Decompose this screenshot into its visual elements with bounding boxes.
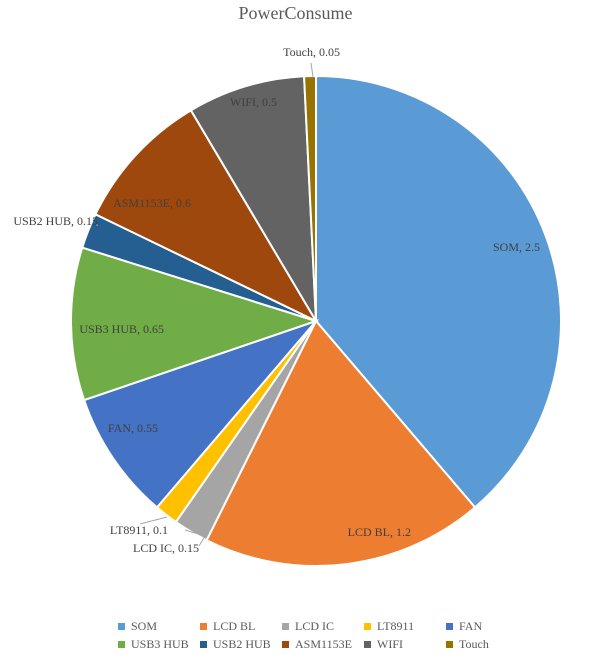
data-label-asm1153e: ASM1153E, 0.6: [113, 196, 191, 210]
data-label-lt8911: LT8911, 0.1: [110, 523, 168, 537]
legend-swatch: [118, 622, 125, 630]
legend-swatch: [282, 640, 289, 648]
legend-item-asm1153e: ASM1153E: [282, 636, 364, 652]
legend-swatch: [282, 622, 289, 630]
legend-item-lt8911: LT8911: [364, 618, 446, 634]
chart-legend: SOM LCD BL LCD IC LT8911 FAN USB3 HUB USB2 HUB…: [118, 618, 538, 652]
data-label-usb2-hub: USB2 HUB, 0.15: [13, 214, 98, 228]
legend-item-touch: Touch: [446, 636, 528, 652]
legend-label: LCD BL: [213, 618, 256, 633]
legend-label: Touch: [459, 636, 489, 651]
legend-swatch: [446, 640, 453, 648]
pie-slice-som: [315, 74, 562, 509]
data-label-usb3-hub: USB3 HUB, 0.65: [79, 322, 164, 336]
pie-slice-asm1153e: [94, 108, 319, 324]
legend-label: SOM: [131, 618, 158, 633]
legend-label: ASM1153E: [295, 636, 352, 651]
legend-swatch: [364, 640, 371, 648]
legend-label: FAN: [459, 618, 483, 633]
legend-label: WIFI: [377, 636, 403, 651]
legend-item-usb3-hub: USB3 HUB: [118, 636, 200, 652]
data-label-som: SOM, 2.5: [493, 240, 540, 254]
legend-item-lcd-ic: LCD IC: [282, 618, 364, 634]
legend-swatch: [200, 622, 207, 630]
pie-slice-wifi: [189, 75, 317, 322]
legend-label: LCD IC: [295, 618, 334, 633]
legend-label: USB3 HUB: [131, 636, 189, 651]
legend-item-lcd-bl: LCD BL: [200, 618, 282, 634]
legend-swatch: [118, 640, 125, 648]
chart-title: PowerConsume: [238, 3, 353, 23]
data-label-touch: Touch, 0.05: [283, 45, 340, 59]
leader-line-touch: [310, 62, 314, 78]
pie-slice-touch: [303, 74, 317, 322]
leader-line-lt8911: [139, 516, 168, 525]
legend-item-usb2-hub: USB2 HUB: [200, 636, 282, 652]
pie-slice-usb3-hub: [70, 246, 320, 402]
data-label-wifi: WIFI, 0.5: [230, 95, 277, 109]
legend-item-fan: FAN: [446, 618, 528, 634]
legend-item-som: SOM: [118, 618, 200, 634]
pie-slice-lcd-bl: [205, 319, 477, 567]
legend-label: USB2 HUB: [213, 636, 271, 651]
legend-label: LT8911: [377, 618, 415, 633]
legend-swatch: [446, 622, 453, 630]
legend-swatch: [200, 640, 207, 648]
legend-item-wifi: WIFI: [364, 636, 446, 652]
data-label-lcd-bl: LCD BL, 1.2: [348, 525, 411, 539]
pie-slice-fan: [82, 318, 320, 509]
leader-line-lcd-ic: [184, 529, 206, 547]
data-label-fan: FAN, 0.55: [108, 421, 158, 435]
data-label-lcd-ic: LCD IC, 0.15: [133, 541, 199, 555]
legend-swatch: [364, 622, 371, 630]
